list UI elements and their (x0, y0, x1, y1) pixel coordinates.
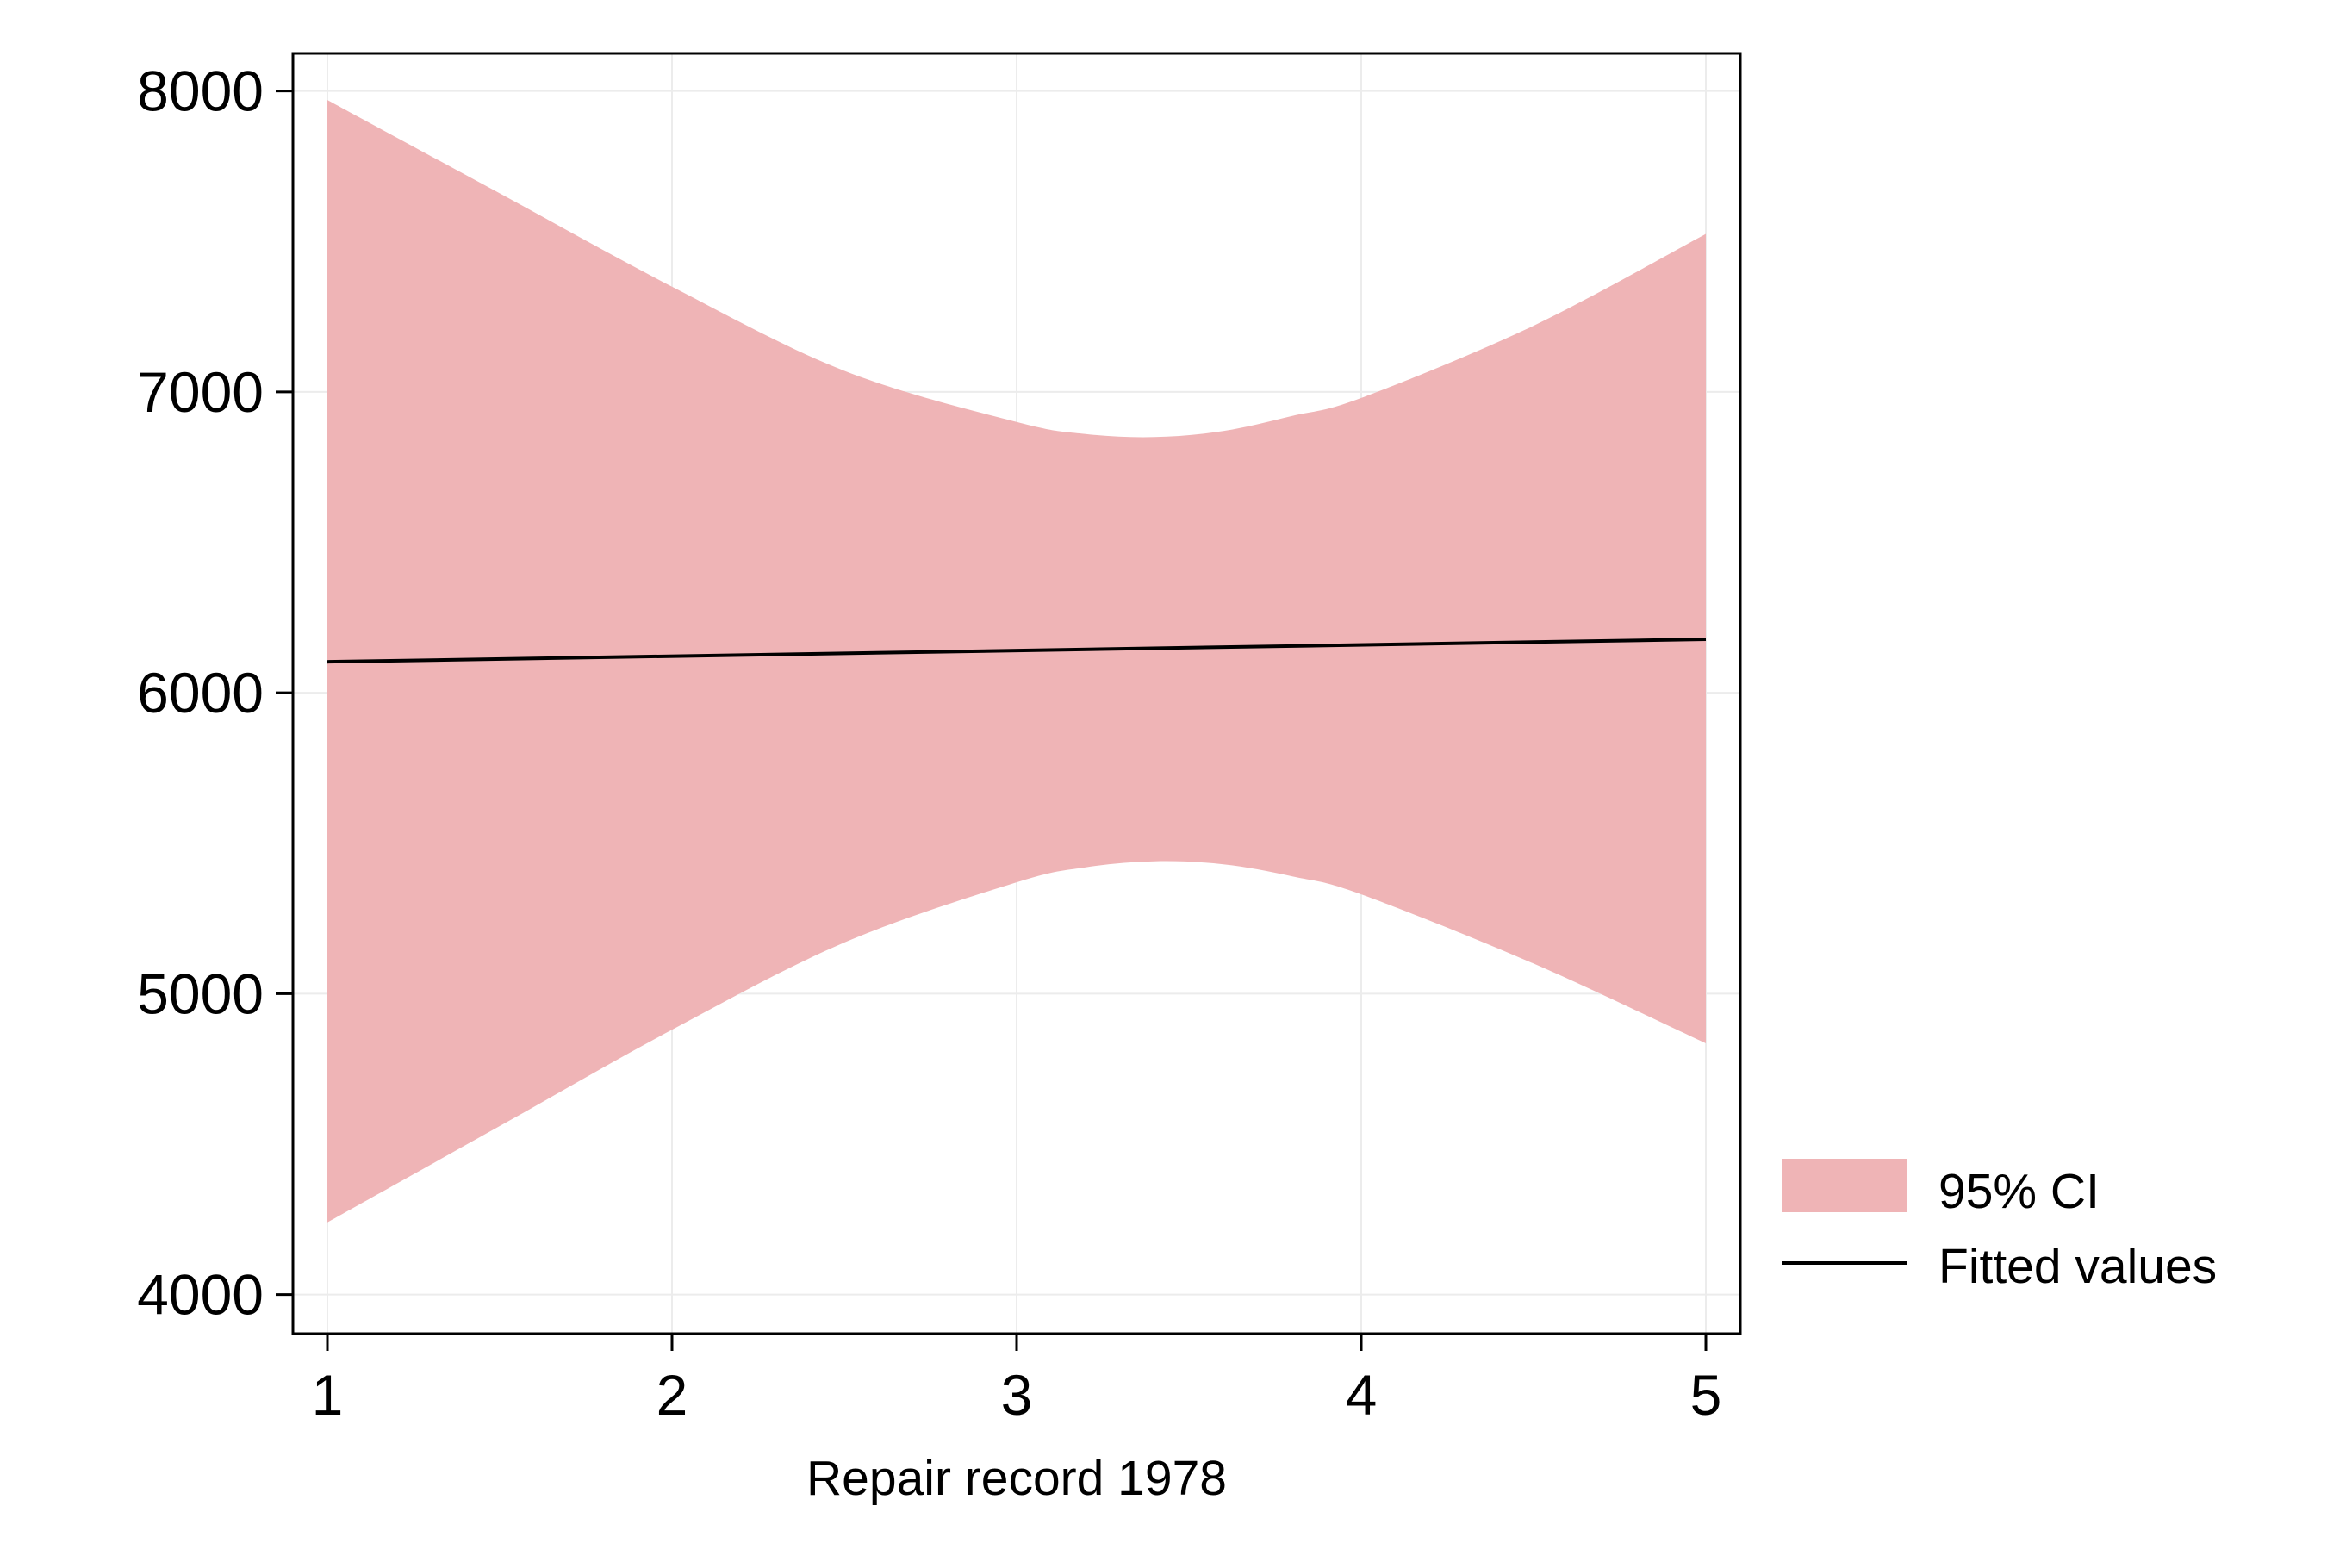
y-tick-label: 6000 (137, 661, 264, 725)
legend: 95% CI Fitted values (1782, 1159, 2217, 1294)
y-axis: 4000 5000 6000 7000 8000 (137, 59, 293, 1327)
x-tick-label: 4 (1346, 1363, 1378, 1427)
x-tick-label: 1 (312, 1363, 344, 1427)
y-tick-label: 5000 (137, 961, 264, 1025)
y-tick-label: 4000 (137, 1263, 264, 1327)
legend-label-ci: 95% CI (1938, 1164, 2100, 1219)
legend-swatch-ci (1782, 1159, 1907, 1212)
x-tick-label: 2 (656, 1363, 688, 1427)
x-axis-title: Repair record 1978 (806, 1451, 1227, 1506)
x-tick-label: 3 (1001, 1363, 1033, 1427)
x-tick-label: 5 (1690, 1363, 1722, 1427)
ci-band (327, 100, 1706, 1223)
legend-label-fit: Fitted values (1938, 1239, 2217, 1294)
fitted-values-line (327, 638, 1707, 664)
y-tick-label: 7000 (137, 360, 264, 424)
y-tick-label: 8000 (137, 59, 264, 123)
x-axis: 1 2 3 4 5 (312, 1334, 1722, 1427)
